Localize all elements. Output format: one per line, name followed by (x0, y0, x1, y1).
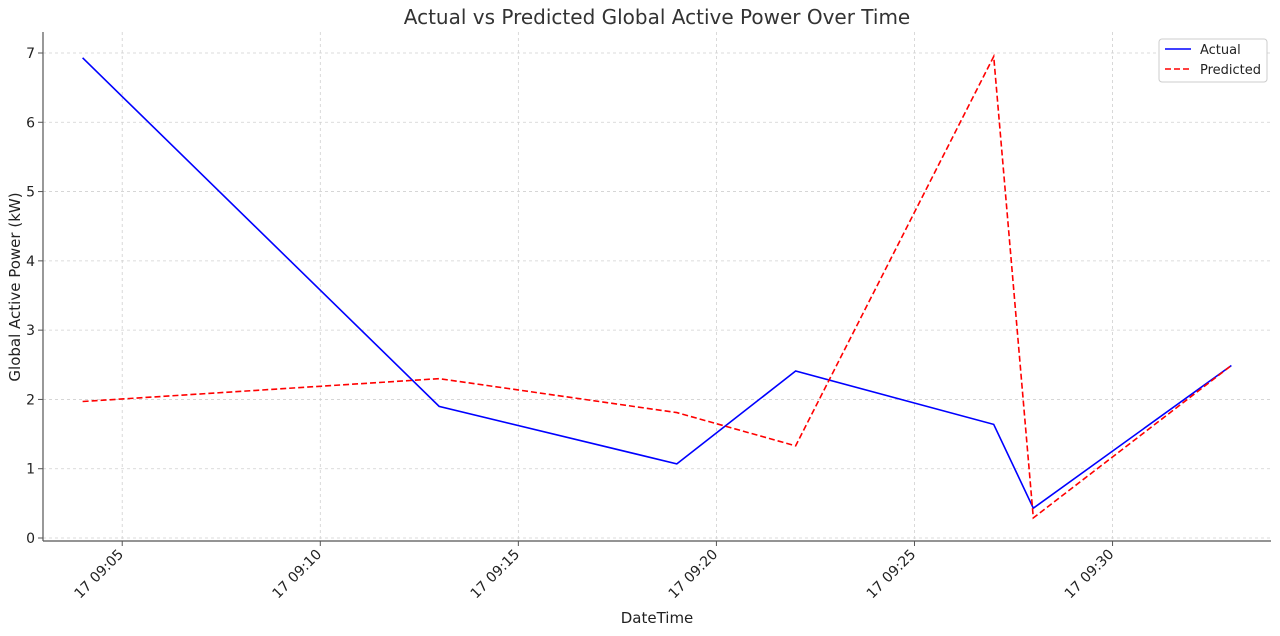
series-line-actual (82, 57, 1232, 510)
x-tick-label: 17 09:05 (71, 547, 127, 603)
plot-area (82, 53, 1232, 520)
x-tick-label: 17 09:10 (270, 547, 326, 603)
legend-label-predicted: Predicted (1200, 63, 1261, 78)
x-tick-label: 17 09:15 (468, 547, 524, 603)
grid (43, 32, 1271, 541)
x-tick-label: 17 09:30 (1062, 547, 1118, 603)
legend-label-actual: Actual (1200, 43, 1241, 58)
axes-frame (42, 32, 1271, 542)
x-tick-label: 17 09:20 (666, 547, 722, 603)
x-axis: 17 09:05 17 09:10 17 09:15 17 09:20 17 09:25… (71, 541, 1117, 602)
y-tick-label: 1 (26, 462, 35, 478)
y-tick-label: 3 (26, 323, 35, 339)
chart-title: Actual vs Predicted Global Active Power … (404, 5, 910, 29)
y-tick-label: 4 (26, 254, 35, 270)
x-tick-label: 17 09:25 (864, 547, 920, 603)
x-axis-label: DateTime (621, 609, 694, 627)
y-axis: 0 1 2 3 4 5 6 7 (26, 46, 43, 547)
y-tick-label: 7 (26, 46, 35, 62)
y-tick-label: 6 (26, 115, 35, 131)
y-tick-label: 0 (26, 531, 35, 547)
legend: Actual Predicted (1158, 38, 1268, 83)
series-line-predicted (82, 53, 1232, 520)
y-tick-label: 2 (26, 392, 35, 408)
y-tick-label: 5 (26, 185, 35, 201)
y-axis-label: Global Active Power (kW) (6, 192, 24, 381)
